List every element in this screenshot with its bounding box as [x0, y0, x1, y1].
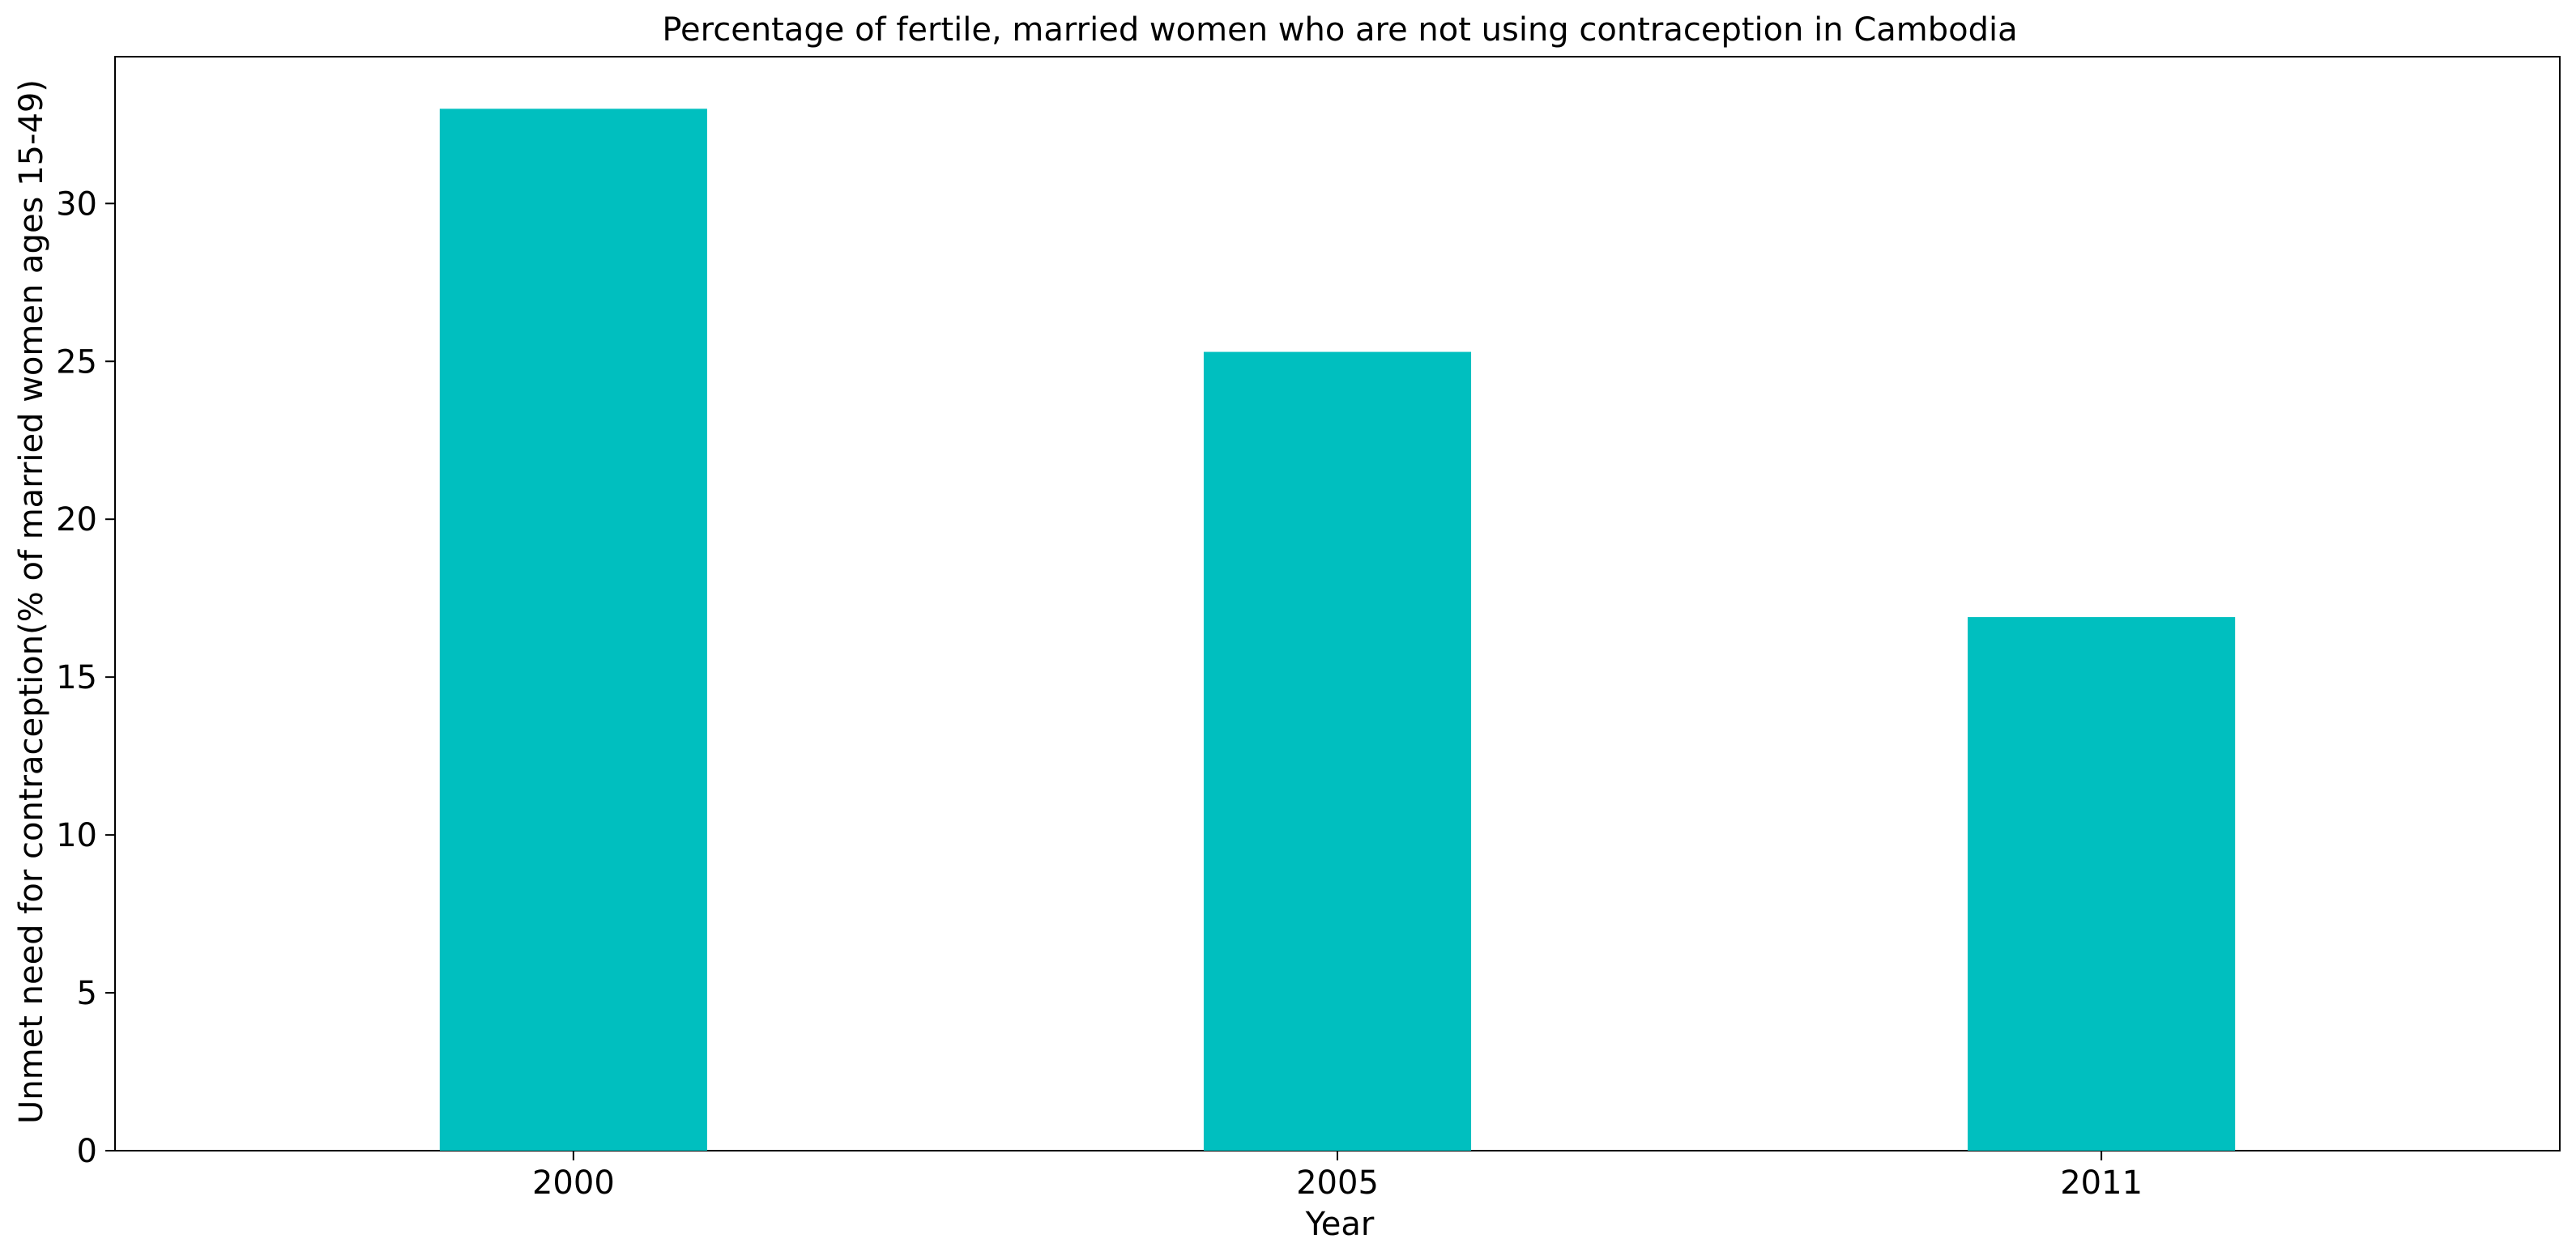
x-tick-label-2005: 2005 — [1296, 1164, 1379, 1202]
x-tick-label-2011: 2011 — [2060, 1164, 2143, 1202]
y-axis-label: Unmet need for contraception(% of marrie… — [13, 79, 50, 1124]
y-tick-label: 10 — [56, 817, 97, 854]
bars-layer — [439, 109, 2236, 1151]
chart-title: Percentage of fertile, married women who… — [662, 11, 2017, 49]
bar-2011 — [1968, 617, 2236, 1151]
y-tick-label: 30 — [56, 185, 97, 223]
y-tick-label: 25 — [56, 343, 97, 381]
bar-2005 — [1203, 351, 1472, 1151]
y-tick-label: 5 — [77, 975, 97, 1012]
x-tick-label-2000: 2000 — [532, 1164, 615, 1202]
y-tick-label: 20 — [56, 501, 97, 538]
x-axis-label: Year — [1305, 1206, 1375, 1243]
x-axis-ticks: 2000 2005 2011 — [532, 1151, 2143, 1202]
bar-2000 — [439, 109, 707, 1151]
y-axis-ticks: 0 5 10 15 20 25 30 — [56, 185, 115, 1170]
y-tick-label: 0 — [77, 1133, 97, 1170]
y-tick-label: 15 — [56, 659, 97, 696]
